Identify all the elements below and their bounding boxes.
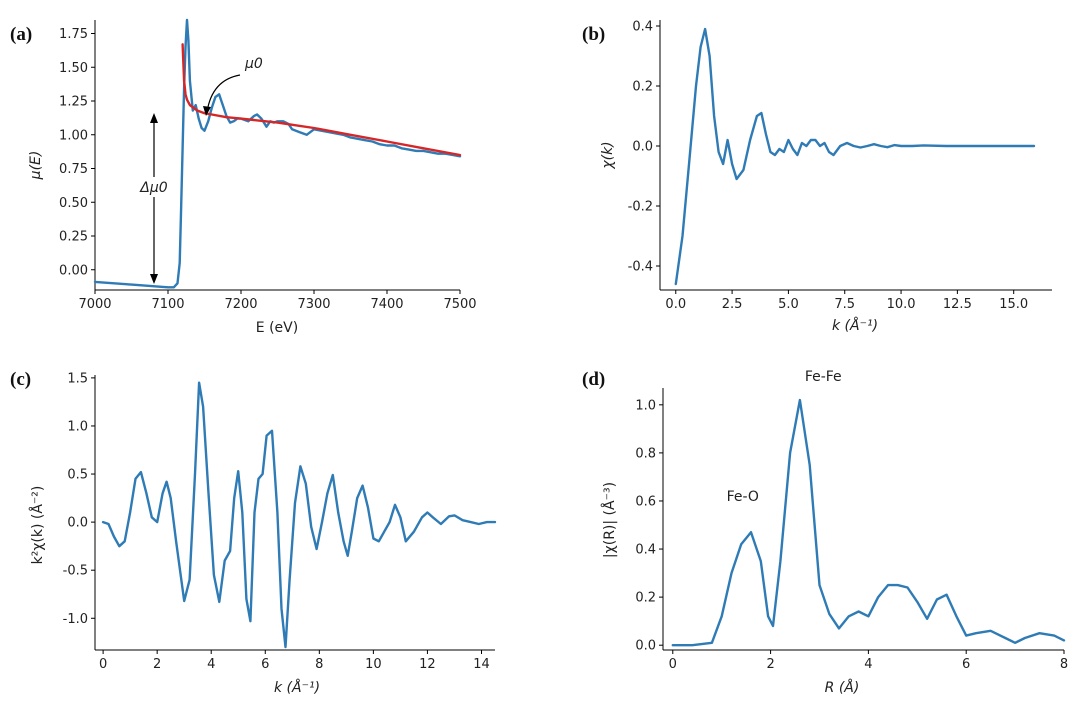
axes-a: 7000 7100 7200 7300 7400 7500 0.00 0.25 0.50 0.75…	[59, 18, 477, 312]
panel-label-c: (c)	[10, 369, 31, 390]
x-tick-label-c: 6	[261, 657, 269, 672]
x-tick-label-b: 2.5	[722, 297, 743, 312]
ylabel-b: χ(k)	[600, 141, 616, 169]
y-tick-label-a: 0.50	[59, 196, 88, 211]
x-tick-label-c: 10	[365, 657, 382, 672]
y-tick-label-d: 0.0	[635, 639, 656, 654]
x-tick-label-b: 7.5	[834, 297, 855, 312]
panel-b: (b) 0.0 2.5 5.0 7.5 10.0 12.5 15.0-0.4-0.20.00…	[582, 20, 1052, 334]
panel-d: (d) 0 2 4 6 8 0.0 0.2 0.4 0.6 0.8 1.0 R (Å) |χ(R)|…	[582, 369, 1068, 696]
series-line-c-0	[101, 381, 497, 649]
x-tick-label-c: 2	[153, 657, 161, 672]
y-tick-label-c: -1.0	[63, 612, 88, 627]
x-tick-label-d: 2	[766, 657, 774, 672]
x-tick-label-b: 15.0	[999, 297, 1028, 312]
delta-mu0-arrow	[150, 113, 158, 284]
ylabel-d: |χ(R)| (Å⁻³)	[601, 482, 618, 558]
y-tick-label-c: 1.0	[67, 419, 88, 434]
x-tick-label-a: 7400	[370, 297, 403, 312]
x-tick-label-c: 12	[419, 657, 436, 672]
y-tick-label-c: 0.5	[67, 468, 88, 483]
x-tick-label-b: 12.5	[943, 297, 972, 312]
y-tick-label-a: 1.25	[59, 95, 88, 110]
x-tick-label-d: 6	[962, 657, 970, 672]
x-tick-label-c: 14	[473, 657, 490, 672]
x-tick-label-c: 8	[315, 657, 323, 672]
mu0-label: μ0	[244, 56, 263, 72]
y-tick-label-b: -0.2	[628, 200, 653, 215]
y-tick-label-b: 0.4	[632, 20, 653, 35]
x-tick-label-d: 4	[864, 657, 872, 672]
panel-c: (c) 0 2 4 6 8 10 12 14 -1.0 -0.5 0.0 0.5 1.0 1.5 k (Å…	[10, 369, 497, 696]
y-tick-label-a: 0.75	[59, 162, 88, 177]
panel-a: (a) 7000 7100 7200 7300 7400 7500 0.00 0.25 0.50…	[10, 18, 477, 336]
y-tick-label-a: 1.50	[59, 61, 88, 76]
y-tick-label-a: 1.75	[59, 27, 88, 42]
panel-label-d: (d)	[582, 369, 605, 390]
series-line-a-1	[181, 43, 462, 157]
xlabel-a: E (eV)	[256, 320, 298, 336]
y-tick-label-d: 0.2	[635, 591, 656, 606]
x-tick-label-a: 7100	[151, 297, 184, 312]
x-tick-label-b: 5.0	[778, 297, 799, 312]
panel-label-b: (b)	[582, 24, 605, 45]
delta-mu0-bg	[138, 177, 171, 197]
y-tick-label-b: -0.4	[628, 260, 653, 275]
series-line-a-0	[93, 18, 462, 289]
x-tick-label-a: 7500	[443, 297, 476, 312]
y-tick-label-c: -0.5	[63, 564, 88, 579]
y-tick-label-c: 0.0	[67, 516, 88, 531]
ylabel-c: k²χ(k) (Å⁻²)	[29, 486, 46, 565]
xlabel-b: k (Å⁻¹)	[832, 317, 878, 334]
x-tick-label-a: 7200	[224, 297, 257, 312]
y-tick-label-d: 0.4	[635, 543, 656, 558]
x-tick-label-a: 7300	[297, 297, 330, 312]
x-tick-label-b: 0.0	[665, 297, 686, 312]
axes-c: 0 2 4 6 8 10 12 14 -1.0 -0.5 0.0 0.5 1.0 1.5	[63, 371, 497, 672]
annotation-fe-fe: Fe-Fe	[805, 369, 842, 385]
annotation-fe-o: Fe-O	[727, 489, 759, 505]
y-tick-label-a: 0.00	[59, 263, 88, 278]
x-tick-label-c: 0	[99, 657, 107, 672]
x-tick-label-d: 0	[669, 657, 677, 672]
y-tick-label-b: 0.2	[632, 80, 653, 95]
x-tick-label-b: 10.0	[887, 297, 916, 312]
x-tick-label-a: 7000	[78, 297, 111, 312]
delta-mu0-label: Δμ0	[139, 180, 167, 196]
series-line-d-0	[671, 398, 1066, 647]
y-tick-label-d: 1.0	[635, 398, 656, 413]
y-tick-label-c: 1.5	[67, 371, 88, 386]
axes-b: 0.0 2.5 5.0 7.5 10.0 12.5 15.0 -0.4 -0.2 0.0 0.2 0.…	[628, 20, 1052, 312]
axes-d: 0 2 4 6 8 0.0 0.2 0.4 0.6 0.8 1.0	[635, 388, 1068, 672]
xlabel-d: R (Å)	[825, 679, 860, 696]
series-line-b-0	[674, 27, 1036, 286]
y-tick-label-d: 0.6	[635, 494, 656, 509]
panel-label-a: (a)	[10, 24, 32, 45]
xlabel-c: k (Å⁻¹)	[274, 679, 320, 696]
x-tick-label-d: 8	[1060, 657, 1068, 672]
y-tick-label-a: 1.00	[59, 128, 88, 143]
y-tick-label-b: 0.0	[632, 140, 653, 155]
ylabel-a: μ(E)	[28, 151, 44, 181]
x-tick-label-c: 4	[207, 657, 215, 672]
mu0-arrowhead	[203, 106, 211, 116]
y-tick-label-a: 0.25	[59, 230, 88, 245]
y-tick-label-d: 0.8	[635, 446, 656, 461]
